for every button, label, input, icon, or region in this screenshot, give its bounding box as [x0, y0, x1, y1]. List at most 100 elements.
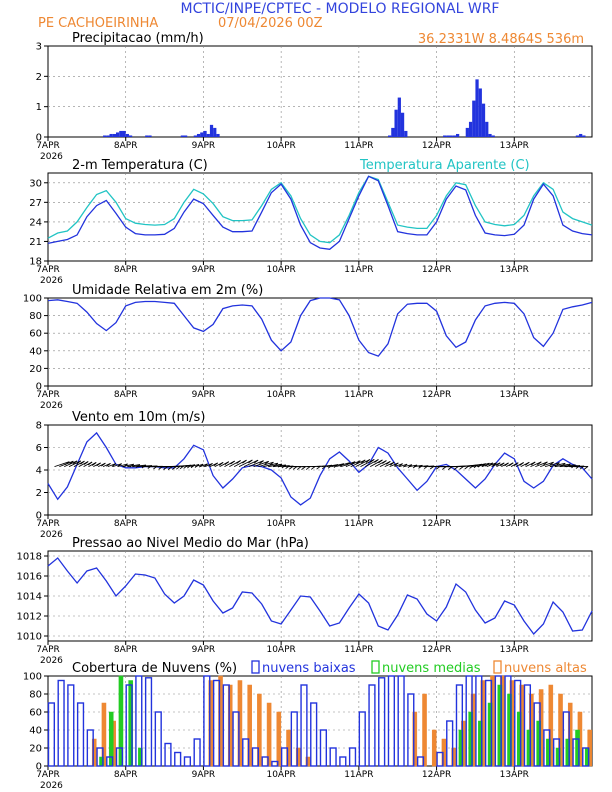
y-tick-label: 1016 — [17, 572, 42, 583]
x-tick-label: 10APR — [266, 390, 295, 400]
wind-barb — [122, 463, 134, 468]
x-tick-label: 13APR — [500, 390, 529, 400]
cloud-bar-low — [290, 711, 298, 767]
wind-barb — [258, 461, 274, 468]
x-tick-label: 11APR — [344, 519, 373, 529]
precip-bar — [106, 135, 110, 137]
x-tick-label: 7APR — [36, 519, 60, 529]
cloud-bar-low — [387, 675, 396, 767]
wind-barb — [486, 462, 497, 468]
y-tick-label: 24 — [29, 217, 42, 228]
x-tick-label: 9APR — [192, 141, 216, 151]
wind-barb-head — [203, 463, 208, 468]
cloud-bar-low — [368, 684, 376, 767]
cloud-bar-high — [276, 711, 282, 767]
y-tick-label: 80 — [29, 311, 42, 322]
panel-frame — [47, 45, 593, 138]
precip-bar — [468, 121, 473, 137]
wind-barb-head — [356, 460, 361, 465]
wind-barb-head — [106, 462, 111, 467]
cloud-bar-low — [416, 756, 425, 767]
wind-barb — [238, 459, 253, 468]
precip-bar — [465, 127, 469, 137]
wind-barb-head — [374, 459, 379, 463]
year-label: 2026 — [40, 401, 63, 411]
wind-barb-head — [198, 463, 204, 468]
wind-barb-head — [91, 462, 97, 466]
wind-barb — [268, 463, 283, 468]
y-tick-label: 1012 — [17, 612, 42, 623]
precip-bar — [112, 133, 116, 137]
y-tick-label: 0 — [36, 133, 42, 144]
x-tick-label: 13APR — [500, 265, 529, 275]
wind-barb-head — [382, 460, 387, 464]
precip-bar — [216, 133, 220, 137]
x-tick-label: 10APR — [266, 645, 295, 655]
x-tick-label: 7APR — [36, 645, 60, 655]
x-tick-label: 8APR — [114, 645, 138, 655]
cloud-bar-low — [455, 684, 464, 767]
cloud-bar-low — [494, 675, 502, 767]
precip-bar — [103, 135, 107, 137]
panel-mslp — [44, 550, 593, 645]
wind-barb-head — [72, 460, 78, 465]
cloud-bar-low — [514, 679, 522, 767]
precip-bar — [452, 135, 456, 137]
cloud-bar-low — [475, 675, 483, 767]
wind-barb-head — [83, 461, 89, 465]
cloud-bar-low — [582, 747, 590, 767]
cloud-bar-low — [397, 675, 405, 767]
wind-barb — [559, 464, 576, 468]
x-tick-label: 9APR — [192, 770, 216, 780]
wind-barb-head — [549, 461, 554, 466]
precip-bar — [119, 130, 123, 137]
wind-barb — [336, 462, 350, 468]
cloud-bar-low — [106, 756, 114, 767]
wind-barb-head — [253, 459, 259, 464]
x-tick-label: 9APR — [192, 390, 216, 400]
wind-barb — [180, 464, 192, 468]
wind-barb-head — [394, 462, 399, 467]
y-tick-label: 0 — [36, 382, 42, 393]
wind-barb-head — [530, 461, 536, 466]
precip-bar — [122, 130, 126, 137]
y-tick-label: 3 — [36, 42, 42, 53]
cloud-bar-low — [465, 675, 473, 767]
year-label: 2026 — [40, 781, 63, 791]
panel-precip — [44, 45, 593, 141]
run-date: 07/04/2026 00Z — [218, 16, 323, 31]
precip-bar — [109, 133, 113, 137]
cloud-bar-low — [96, 747, 104, 767]
wind-barb — [481, 462, 494, 468]
wind-barb — [350, 459, 366, 468]
cloud-bar-high — [257, 693, 262, 767]
wind-barb-head — [167, 466, 173, 470]
wind-barb — [399, 463, 408, 468]
wind-barb-head — [453, 466, 459, 470]
precip-bar — [206, 133, 210, 137]
y-tick-label: 6 — [36, 443, 42, 454]
cloud-bar-high — [227, 684, 233, 767]
wind-barb — [253, 460, 269, 468]
y-tick-label: 2 — [36, 72, 42, 83]
cloud-bar-low — [115, 747, 124, 767]
x-tick-label: 8APR — [114, 390, 138, 400]
precip-bar — [472, 100, 476, 137]
cloud-bar-low — [251, 747, 260, 767]
precip-bar — [128, 135, 133, 137]
precip-bar — [575, 135, 580, 137]
wind-barb — [59, 460, 74, 468]
y-tick-label: 4 — [36, 466, 42, 477]
panel-subtitle: Temperatura Aparente (C) — [359, 158, 530, 173]
wind-barb-head — [172, 466, 177, 470]
x-tick-label: 11APR — [344, 141, 373, 151]
wind-barb-head — [365, 459, 371, 463]
year-label: 2026 — [40, 276, 63, 286]
panel-title: Cobertura de Nuvens (%) — [72, 661, 237, 676]
cloud-bar-low — [86, 729, 94, 767]
x-tick-label: 12APR — [422, 390, 451, 400]
cloud-bar-low — [144, 677, 153, 767]
x-tick-label: 12APR — [422, 519, 451, 529]
cloud-bar-low — [339, 756, 347, 767]
cloud-bar-low — [212, 679, 221, 767]
